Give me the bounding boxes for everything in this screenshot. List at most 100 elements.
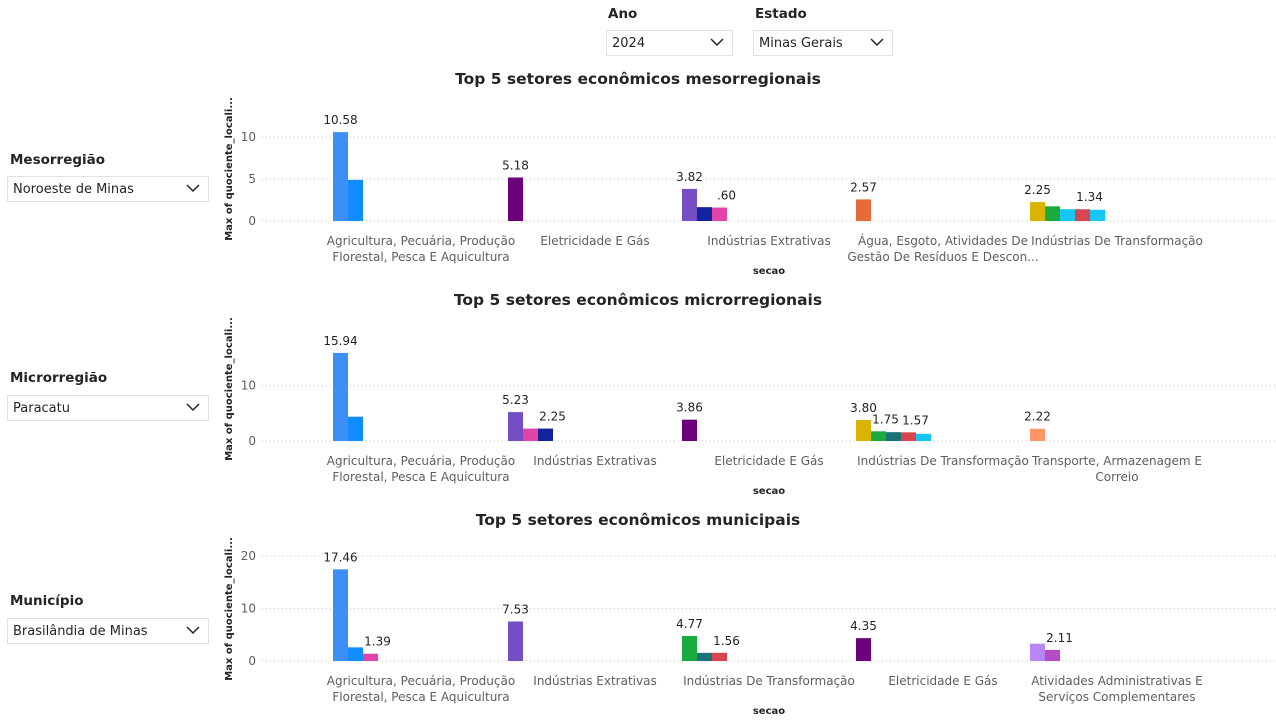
bar-chart-municipal[interactable]: 0 10 20 Max of quociente_locali... 17.46 1.39… [0, 536, 1276, 726]
x-tick-label: Indústrias Extrativas [533, 454, 656, 468]
bar [333, 569, 348, 661]
mesorregiao-label: Mesorregião [10, 152, 106, 168]
bar [523, 428, 538, 441]
x-tick-label: Florestal, Pesca E Aquicultura [332, 250, 509, 264]
bar [363, 653, 378, 661]
bar [508, 177, 523, 221]
x-tick-label: Florestal, Pesca E Aquicultura [332, 470, 509, 484]
bar [682, 419, 697, 441]
bar [871, 431, 886, 441]
x-tick-label: Atividades Administrativas E [1031, 674, 1202, 688]
chevron-down-icon [186, 626, 200, 635]
bar [1060, 209, 1075, 221]
estado-dropdown[interactable]: Minas Gerais [753, 30, 893, 56]
x-tick-label: Florestal, Pesca E Aquicultura [332, 690, 509, 704]
microrregiao-value: Paracatu [13, 400, 70, 416]
chevron-down-icon [186, 184, 200, 193]
data-label: 1.75 [872, 412, 899, 426]
data-label: 2.11 [1046, 631, 1073, 645]
data-label: 2.25 [539, 410, 566, 424]
microrregiao-slicer: Microrregião [10, 370, 107, 386]
estado-label: Estado [755, 6, 807, 22]
municipio-slicer: Município [10, 593, 83, 609]
data-label: 2.57 [850, 180, 877, 194]
bar [682, 635, 697, 661]
y-tick-label: 0 [248, 214, 256, 228]
bar [1030, 428, 1045, 441]
data-label: 10.58 [323, 113, 357, 127]
bar [348, 647, 363, 661]
microrregiao-label: Microrregião [10, 370, 108, 386]
bar [1030, 643, 1045, 661]
mesorregiao-slicer: Mesorregião [10, 152, 105, 168]
bar [901, 432, 916, 441]
x-tick-label: Serviços Complementares [1038, 690, 1195, 704]
x-tick-label: Agricultura, Pecuária, Produção [327, 234, 515, 248]
municipio-value: Brasilândia de Minas [13, 623, 148, 639]
data-label: 3.82 [676, 170, 703, 184]
bar [886, 432, 901, 441]
ano-value: 2024 [612, 35, 646, 51]
bar [1090, 209, 1105, 221]
x-axis-label: secao [753, 266, 785, 277]
y-tick-label: 5 [248, 172, 256, 186]
data-label: 4.35 [850, 619, 877, 633]
data-label: 1.57 [902, 413, 929, 427]
data-label: 3.80 [850, 401, 877, 415]
x-tick-label: Agricultura, Pecuária, Produção [327, 454, 515, 468]
bar [508, 412, 523, 441]
x-tick-label: Água, Esgoto, Atividades De [858, 233, 1028, 248]
x-axis-label: secao [753, 706, 785, 717]
x-tick-label: Indústrias Extrativas [707, 234, 830, 248]
estado-slicer: Estado [755, 6, 807, 22]
x-tick-label: Correio [1095, 470, 1138, 484]
ano-label: Ano [608, 6, 638, 22]
y-axis-label: Max of quociente_locali... [224, 317, 235, 461]
bar [712, 652, 727, 661]
x-tick-label: Eletricidade E Gás [540, 234, 649, 248]
bar [856, 420, 871, 441]
data-label: 3.86 [676, 401, 703, 415]
chevron-down-icon [710, 38, 724, 47]
bar [1045, 649, 1060, 661]
data-label: 5.18 [502, 158, 529, 172]
data-label: .60 [717, 189, 736, 203]
x-tick-label: Eletricidade E Gás [714, 454, 823, 468]
x-tick-label: Indústrias De Transformação [857, 454, 1029, 468]
bar [333, 132, 348, 221]
mesorregiao-value: Noroeste de Minas [13, 181, 134, 197]
bar [682, 188, 697, 221]
bar [856, 638, 871, 661]
data-label: 4.77 [676, 617, 703, 631]
x-tick-label: Indústrias De Transformação [683, 674, 855, 688]
chart-title-microrregional: Top 5 setores econômicos microrregionais [453, 291, 823, 309]
bar [712, 207, 727, 221]
y-axis-label: Max of quociente_locali... [224, 537, 235, 681]
y-tick-label: 10 [241, 379, 256, 393]
bar-chart-microrregional[interactable]: 0 10 Max of quociente_locali... 15.94 Agricu… [0, 316, 1276, 506]
data-label: 15.94 [323, 334, 357, 348]
data-label: 5.23 [502, 393, 529, 407]
chevron-down-icon [870, 38, 884, 47]
bar-chart-mesorregional[interactable]: 0 5 10 Max of quociente_locali... 10.58 Agric… [0, 96, 1276, 286]
bar [333, 352, 348, 441]
ano-dropdown[interactable]: 2024 [606, 30, 733, 56]
chevron-down-icon [186, 403, 200, 412]
microrregiao-dropdown[interactable]: Paracatu [7, 395, 209, 421]
data-label: 1.56 [713, 634, 740, 648]
ano-slicer: Ano [608, 6, 637, 22]
y-tick-label: 0 [248, 434, 256, 448]
bar [697, 207, 712, 221]
municipio-dropdown[interactable]: Brasilândia de Minas [7, 618, 209, 644]
bar [697, 652, 712, 661]
data-label: 1.39 [364, 635, 391, 649]
bar [538, 428, 553, 441]
bar [1045, 206, 1060, 221]
data-label: 7.53 [502, 602, 529, 616]
data-label: 1.34 [1076, 190, 1103, 204]
x-tick-label: Eletricidade E Gás [888, 674, 997, 688]
mesorregiao-dropdown[interactable]: Noroeste de Minas [7, 176, 209, 202]
bar [916, 433, 931, 441]
x-tick-label: Agricultura, Pecuária, Produção [327, 674, 515, 688]
x-tick-label: Transporte, Armazenagem E [1031, 454, 1202, 468]
